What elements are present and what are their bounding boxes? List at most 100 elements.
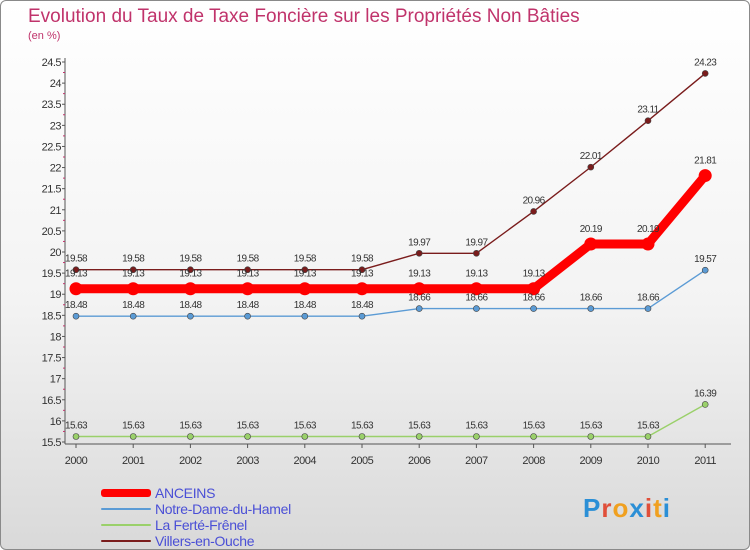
data-point-notre-dame-du-hamel <box>187 312 194 320</box>
y-tick-label: 18 <box>50 331 62 343</box>
legend-swatch-la-ferte-frenel <box>101 524 151 526</box>
data-label-notre-dame-du-hamel: 18.66 <box>465 293 488 304</box>
data-label-anceins: 19.13 <box>237 269 260 280</box>
data-point-la-ferte-frenel <box>415 433 423 440</box>
data-point-villers-en-ouche <box>129 266 137 274</box>
data-point-anceins <box>183 282 197 296</box>
data-label-la-ferte-frenel: 15.63 <box>637 421 660 432</box>
data-point-anceins <box>126 282 140 296</box>
data-point-villers-en-ouche <box>701 70 709 77</box>
x-tick-label: 2008 <box>522 455 545 467</box>
data-label-la-ferte-frenel: 15.63 <box>122 421 145 432</box>
data-label-anceins: 19.13 <box>408 269 431 280</box>
data-point-la-ferte-frenel <box>129 433 137 440</box>
legend-item-villers-en-ouche: Villers-en-Ouche <box>101 533 361 549</box>
data-label-la-ferte-frenel: 15.63 <box>465 421 488 432</box>
logo-letter: x <box>629 493 645 523</box>
data-label-notre-dame-du-hamel: 18.66 <box>523 293 546 304</box>
x-tick-label: 2010 <box>637 455 660 467</box>
data-point-villers-en-ouche <box>644 117 652 124</box>
data-label-la-ferte-frenel: 15.63 <box>523 421 546 432</box>
data-label-notre-dame-du-hamel: 18.48 <box>294 300 317 311</box>
data-label-villers-en-ouche: 19.97 <box>408 237 431 248</box>
logo-letter: r <box>601 493 613 523</box>
data-point-notre-dame-du-hamel <box>587 305 595 312</box>
data-label-anceins: 19.13 <box>179 269 202 280</box>
logo-letter: i <box>662 493 671 523</box>
data-point-anceins <box>412 282 426 296</box>
chart-title: Evolution du Taux de Taxe Foncière sur l… <box>28 6 580 27</box>
data-point-notre-dame-du-hamel <box>129 312 137 320</box>
x-tick-label: 2009 <box>580 455 603 467</box>
data-point-anceins <box>469 282 483 296</box>
y-tick-label: 15.5 <box>42 437 62 449</box>
data-label-villers-en-ouche: 24.23 <box>694 57 717 68</box>
data-label-la-ferte-frenel: 15.63 <box>351 421 374 432</box>
data-label-la-ferte-frenel: 15.63 <box>580 421 603 432</box>
y-tick-label: 22 <box>50 163 62 175</box>
data-point-villers-en-ouche <box>415 249 423 257</box>
y-tick-label: 24 <box>50 78 62 90</box>
y-tick-label: 20 <box>50 247 62 259</box>
legend: ANCEINS Notre-Dame-du-Hamel La Ferté-Frê… <box>101 485 361 549</box>
legend-item-la-ferte-frenel: La Ferté-Frênel <box>101 517 361 533</box>
y-tick-label: 18.5 <box>42 310 62 322</box>
data-point-notre-dame-du-hamel <box>530 305 537 312</box>
data-label-la-ferte-frenel: 15.63 <box>408 421 431 432</box>
data-label-villers-en-ouche: 19.58 <box>237 254 260 265</box>
data-label-anceins: 19.13 <box>65 269 88 280</box>
axes: 15.5 16 16.5 17 17.5 18 18.5 19 19.5 20 20.5 21 21.5… <box>42 57 731 467</box>
series-anceins <box>69 169 712 296</box>
data-point-villers-en-ouche <box>244 266 251 274</box>
data-point-la-ferte-frenel <box>530 433 537 440</box>
data-label-anceins: 20.19 <box>637 224 660 235</box>
data-point-la-ferte-frenel <box>473 433 480 440</box>
data-point-villers-en-ouche <box>301 266 309 274</box>
data-point-notre-dame-du-hamel <box>701 266 709 274</box>
data-point-notre-dame-du-hamel <box>415 305 423 312</box>
data-label-notre-dame-du-hamel: 18.48 <box>65 300 88 311</box>
data-point-villers-en-ouche <box>587 163 595 171</box>
data-point-villers-en-ouche <box>358 266 366 274</box>
data-label-anceins: 19.13 <box>351 269 374 280</box>
data-label-notre-dame-du-hamel: 18.48 <box>122 300 145 311</box>
data-label-la-ferte-frenel: 16.39 <box>694 388 717 399</box>
series-layer <box>69 70 712 440</box>
data-point-la-ferte-frenel <box>587 433 595 440</box>
data-point-la-ferte-frenel <box>701 401 709 408</box>
data-point-villers-en-ouche <box>187 266 194 274</box>
data-label-notre-dame-du-hamel: 18.48 <box>237 300 260 311</box>
data-label-villers-en-ouche: 22.01 <box>580 151 603 162</box>
legend-label-la-ferte-frenel: La Ferté-Frênel <box>155 517 247 533</box>
data-label-villers-en-ouche: 19.58 <box>65 254 88 265</box>
data-point-la-ferte-frenel <box>301 433 309 440</box>
legend-swatch-villers-en-ouche <box>101 540 151 542</box>
logo-letter: i <box>644 493 654 523</box>
data-label-anceins: 19.13 <box>523 269 546 280</box>
data-point-la-ferte-frenel <box>358 433 366 440</box>
series-line-notre-dame-du-hamel <box>75 269 706 317</box>
y-tick-label: 21.5 <box>42 184 62 196</box>
data-label-villers-en-ouche: 19.58 <box>351 254 374 265</box>
data-point-anceins <box>527 282 541 296</box>
y-tick-label: 22.5 <box>42 141 62 153</box>
data-label-anceins: 19.13 <box>294 269 317 280</box>
data-label-notre-dame-du-hamel: 19.57 <box>694 254 717 265</box>
chart-subtitle: (en %) <box>28 30 61 42</box>
data-label-anceins: 19.13 <box>122 269 145 280</box>
proxiti-logo: Proxiti <box>583 493 671 524</box>
data-point-la-ferte-frenel <box>187 433 194 440</box>
x-tick-label: 2004 <box>294 455 317 467</box>
legend-label-anceins: ANCEINS <box>155 485 216 501</box>
data-label-villers-en-ouche: 19.58 <box>122 254 145 265</box>
y-tick-label: 16 <box>50 416 62 428</box>
data-point-villers-en-ouche <box>473 249 480 257</box>
logo-letter: t <box>653 493 663 523</box>
legend-swatch-anceins <box>101 489 151 497</box>
y-tick-label: 20.5 <box>42 226 62 238</box>
series-line-la-ferte-frenel <box>75 403 706 438</box>
data-point-anceins <box>584 237 598 251</box>
data-label-notre-dame-du-hamel: 18.66 <box>408 293 431 304</box>
